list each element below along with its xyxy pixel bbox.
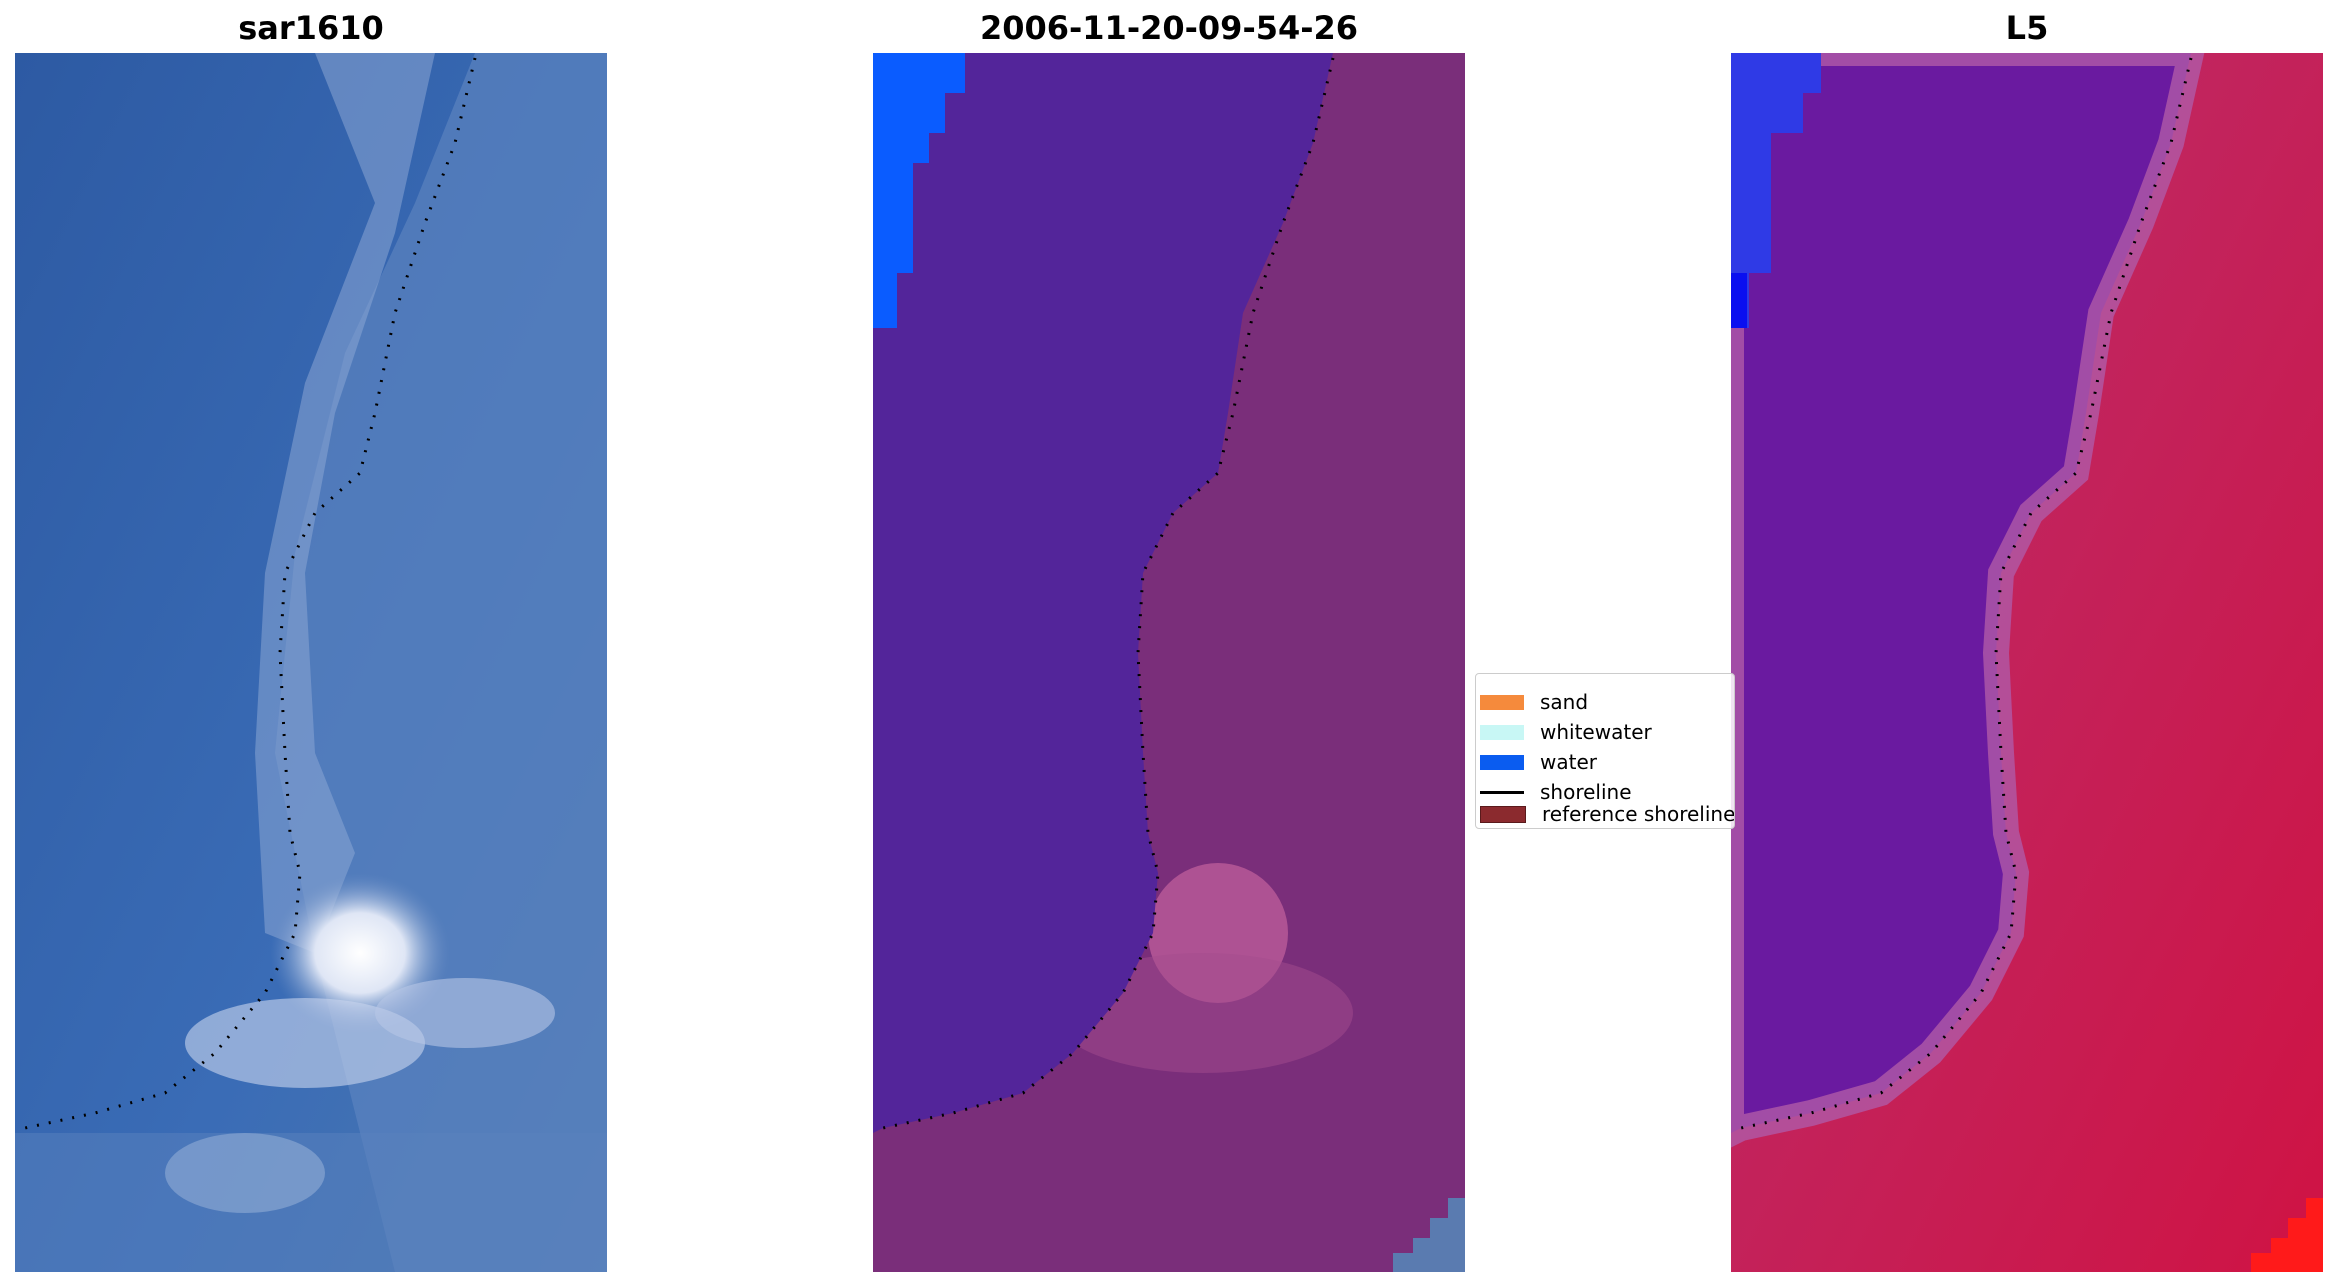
legend-item-shoreline: shoreline bbox=[1476, 777, 1632, 807]
legend-label: reference shoreline bbox=[1542, 802, 1735, 826]
legend-label: water bbox=[1540, 750, 1597, 774]
panel-title-date: 2006-11-20-09-54-26 bbox=[979, 9, 1359, 47]
false-colour-panel bbox=[1731, 53, 2323, 1272]
legend-label: shoreline bbox=[1540, 780, 1632, 804]
classified-image-panel bbox=[873, 53, 1465, 1272]
legend: sand whitewater water shoreline referenc… bbox=[1475, 673, 1735, 829]
panel-title-l5: L5 bbox=[2005, 9, 2049, 47]
legend-item-sand: sand bbox=[1476, 687, 1588, 717]
legend-item-water: water bbox=[1476, 747, 1597, 777]
classified-image bbox=[873, 53, 1465, 1272]
reference-shoreline-swatch bbox=[1480, 805, 1526, 823]
false-colour-image bbox=[1731, 53, 2323, 1272]
legend-item-reference-shoreline: reference shoreline bbox=[1476, 799, 1735, 828]
panel-title-sar1610: sar1610 bbox=[238, 9, 384, 47]
legend-label: sand bbox=[1540, 690, 1589, 714]
water-swatch bbox=[1480, 754, 1524, 770]
sand-swatch bbox=[1480, 694, 1524, 710]
legend-label: whitewater bbox=[1540, 720, 1652, 744]
whitewater-swatch bbox=[1480, 724, 1524, 740]
rgb-image bbox=[15, 53, 607, 1272]
legend-item-whitewater: whitewater bbox=[1476, 717, 1652, 747]
rgb-image-panel bbox=[15, 53, 607, 1272]
shoreline-line-swatch bbox=[1480, 790, 1524, 794]
